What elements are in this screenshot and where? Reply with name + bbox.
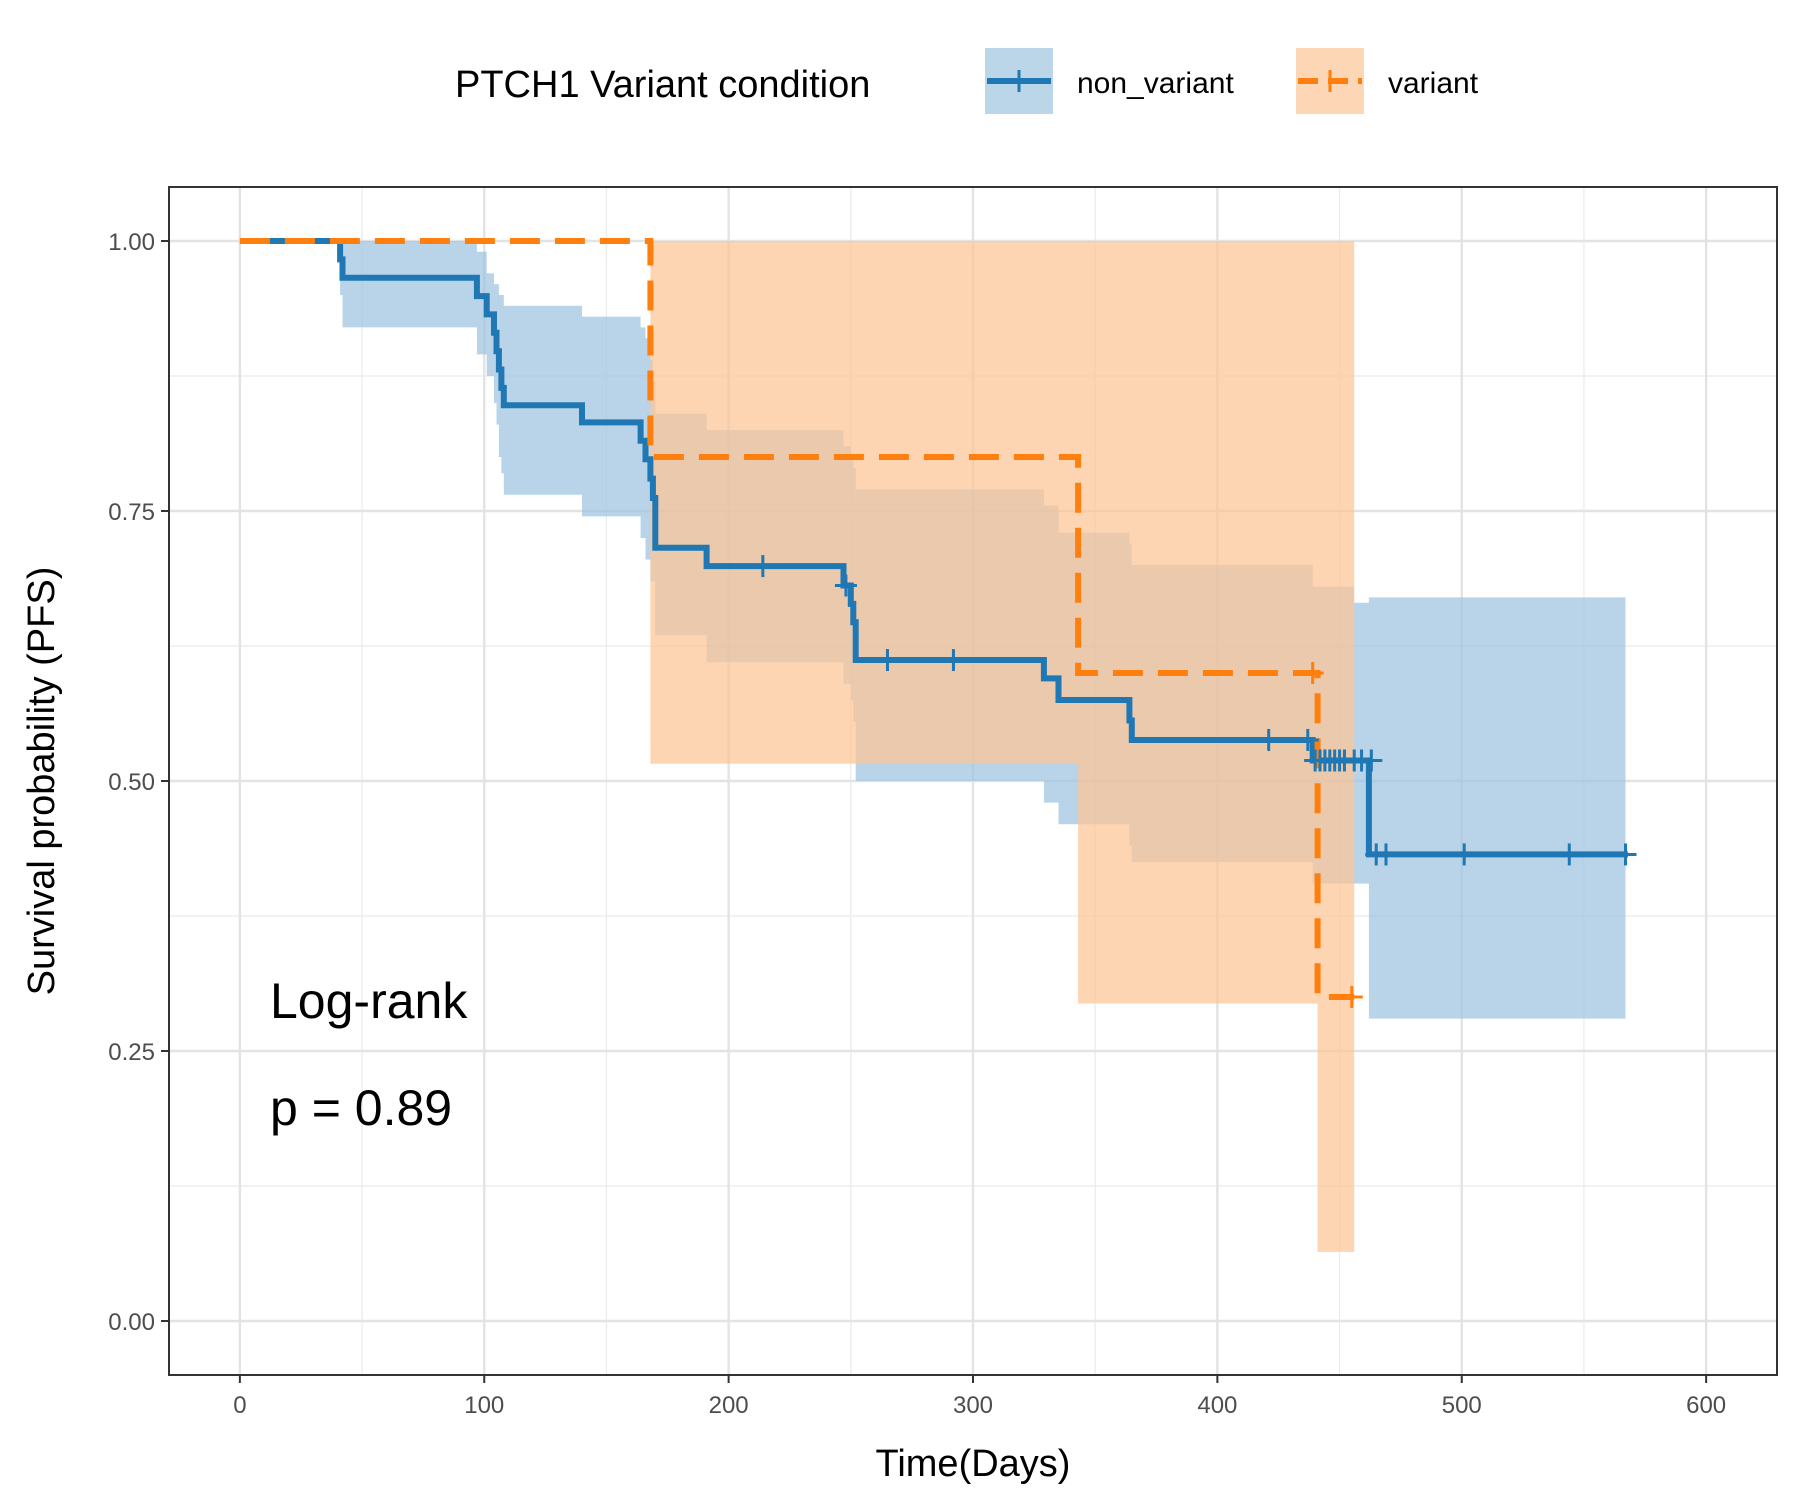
x-tick-label: 300 [953,1392,993,1419]
p-value-label: p = 0.89 [270,1080,452,1136]
y-tick-label: 1.00 [108,229,155,256]
x-tick-label: 100 [464,1392,504,1419]
curve-variant [239,238,1355,1000]
x-tick-label: 600 [1686,1392,1726,1419]
y-tick-label: 0.00 [108,1309,155,1336]
legend-label-non-variant: non_variant [1077,67,1234,100]
curve-non-variant [239,238,1628,858]
x-tick-label: 400 [1197,1392,1237,1419]
legend-item-non-variant: non_variant [985,48,1234,114]
confidence-bands [239,241,1626,1252]
y-axis: 0.00 0.25 0.50 0.75 1.00 [108,229,169,1336]
y-tick-label: 0.75 [108,499,155,526]
x-axis-title: Time(Days) [876,1443,1071,1485]
x-tick-label: 200 [709,1392,749,1419]
x-tick-label: 0 [233,1392,246,1419]
y-tick-label: 0.25 [108,1039,155,1066]
y-axis-title: Survival probability (PFS) [21,567,63,996]
y-tick-label: 0.50 [108,769,155,796]
survival-curves [239,238,1628,1000]
censor-marks [751,555,1637,1008]
legend-title: PTCH1 Variant condition [455,64,870,106]
log-rank-label: Log-rank [270,973,468,1029]
x-tick-label: 500 [1442,1392,1482,1419]
legend-item-variant: variant [1296,48,1479,114]
legend: PTCH1 Variant condition non_variant vari… [455,48,1479,114]
ci-band-variant [650,241,1355,1252]
x-axis: 0 100 200 300 400 500 600 [233,1375,1726,1419]
legend-label-variant: variant [1388,67,1479,100]
